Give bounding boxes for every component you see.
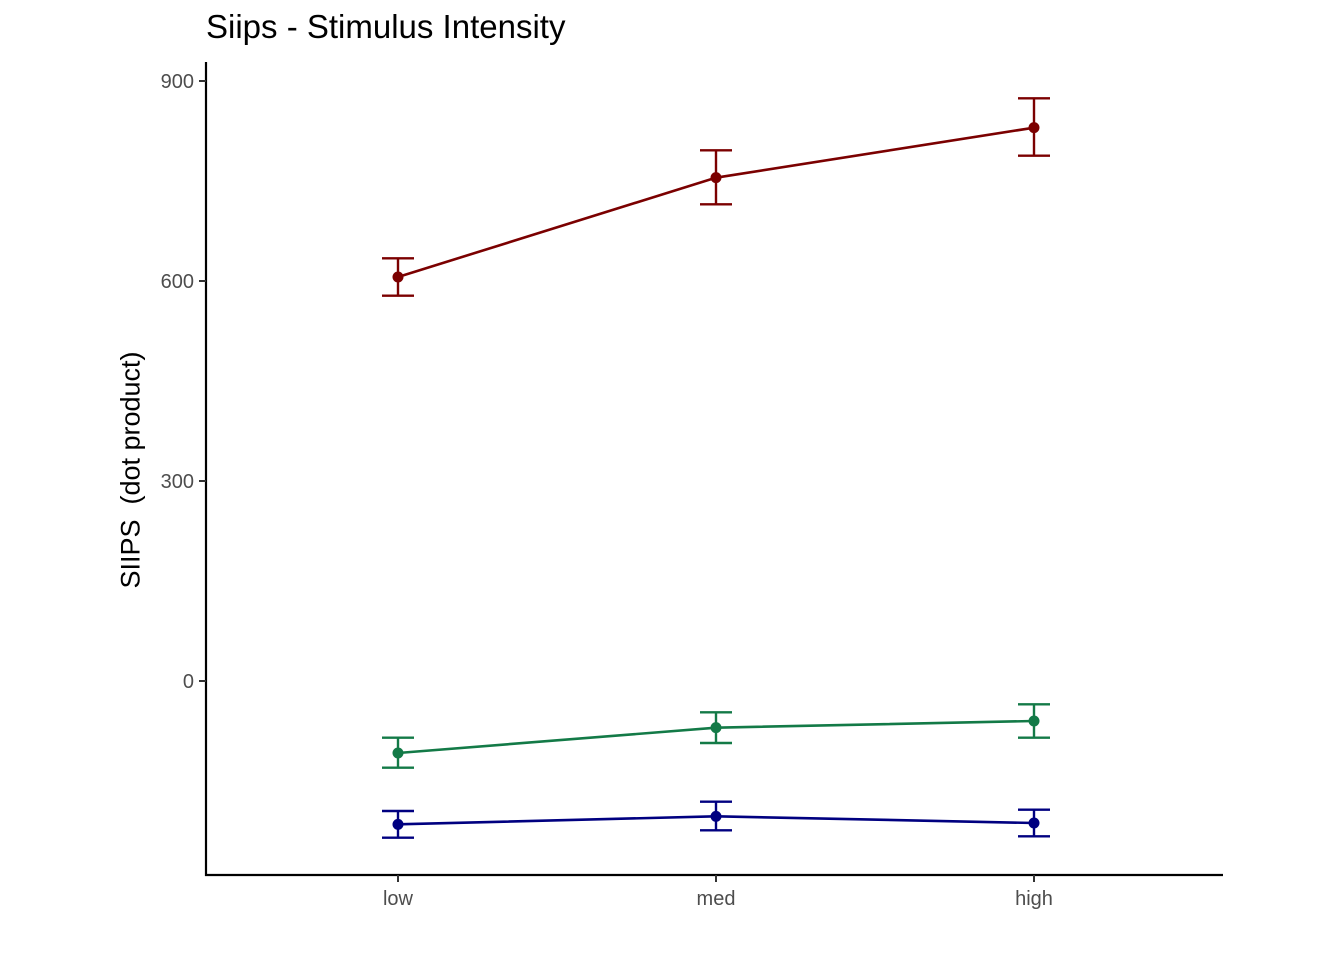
data-point bbox=[710, 172, 722, 184]
x-tick-label: low bbox=[383, 888, 414, 910]
y-tick-label: 300 bbox=[161, 471, 194, 493]
x-tick-label: high bbox=[1015, 888, 1053, 910]
data-point bbox=[710, 810, 722, 822]
data-point bbox=[392, 818, 404, 830]
chart-title: Siips - Stimulus Intensity bbox=[206, 8, 566, 45]
y-tick-label: 600 bbox=[161, 271, 194, 293]
data-point bbox=[710, 722, 722, 734]
data-point bbox=[1028, 817, 1040, 829]
y-tick-label: 0 bbox=[183, 671, 194, 693]
data-point bbox=[392, 271, 404, 283]
x-tick-label: med bbox=[697, 888, 736, 910]
data-point bbox=[392, 747, 404, 759]
y-tick-label: 900 bbox=[161, 71, 194, 93]
data-point bbox=[1028, 122, 1040, 134]
data-point bbox=[1028, 715, 1040, 727]
